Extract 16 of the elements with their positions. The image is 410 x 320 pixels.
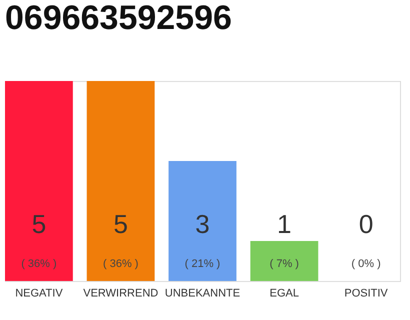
x-tick-label: VERWIRREND	[83, 288, 158, 300]
data-label: 3	[195, 209, 210, 239]
annotation: ( 7% )	[270, 258, 299, 270]
annotation: ( 0% )	[351, 258, 381, 270]
x-tick-label: EGAL	[270, 288, 299, 300]
data-label: 5	[32, 209, 46, 239]
data-label: 5	[113, 209, 128, 239]
data-label: 1	[277, 209, 292, 239]
data-label: 0	[358, 209, 374, 239]
x-tick-label: UNBEKANNTE	[164, 288, 240, 300]
annotation: ( 21% )	[184, 258, 220, 270]
chart-title: 069663592596	[5, 0, 232, 37]
annotation: ( 36% )	[21, 258, 57, 270]
x-tick-label: POSITIV	[344, 288, 388, 300]
x-tick-label: NEGATIV	[15, 288, 64, 300]
annotation: ( 36% )	[102, 258, 138, 270]
